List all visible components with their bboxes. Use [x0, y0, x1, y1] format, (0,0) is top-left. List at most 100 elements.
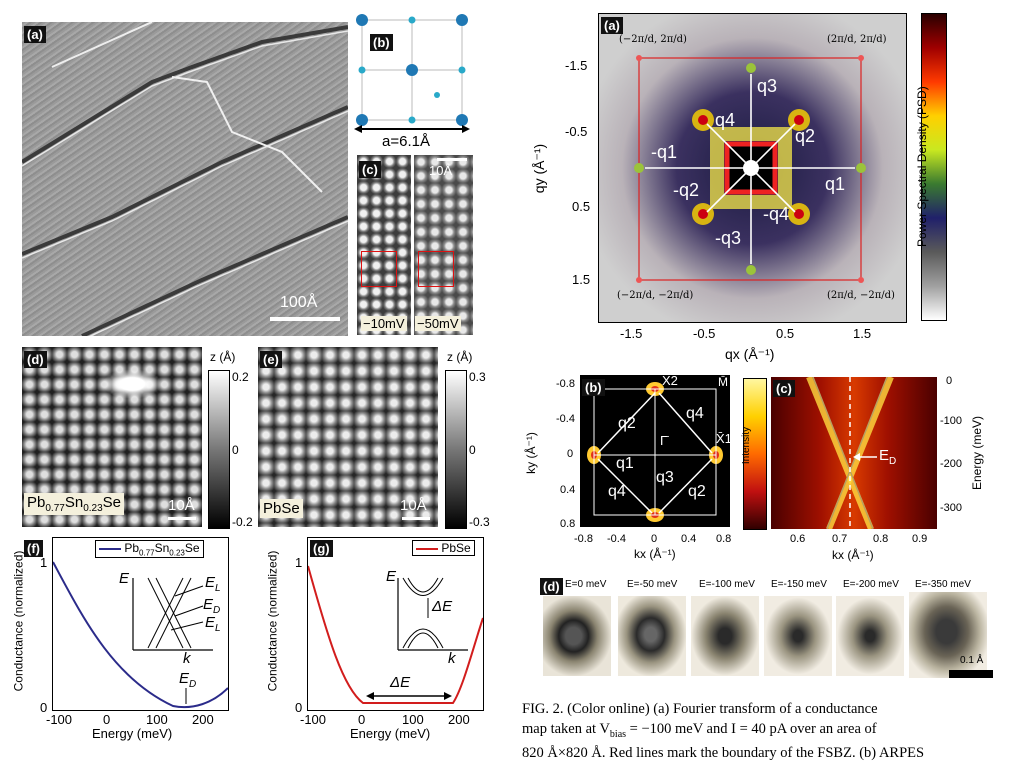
ra-xtick-2: -0.5 — [693, 326, 716, 341]
arpes-fs: (b) X̄2 M̄ Γ̄ X̄1 q2 q4 q1 q3 q4 q2 — [580, 373, 732, 527]
cb-d-mid: 0 — [232, 443, 239, 457]
psd-label: Power Spectral Density (PSD) — [915, 86, 929, 247]
g-ytick-1: 1 — [295, 555, 303, 570]
rb-ytick-5: 0.8 — [560, 518, 576, 530]
panel-g-plot: PbSe E k ΔE ΔE — [307, 537, 484, 711]
rc-xlabel: kx (Å⁻¹) — [832, 548, 874, 562]
panel-e-label: (e) — [260, 351, 282, 368]
caption-line-3: 820 Å×820 Å. Red lines mark the boundary… — [522, 744, 925, 761]
panel-a-label: (a) — [24, 26, 46, 43]
scale-label-d: 10Å — [168, 497, 195, 514]
scale-bar — [270, 317, 340, 321]
panel-f-plot: Pb0.77Sn0.23Se E k EL ED EL ED — [52, 537, 229, 711]
q2-label: q2 — [795, 126, 816, 146]
scale-bar-c — [437, 158, 467, 161]
rc-xtick-4: 0.9 — [912, 533, 928, 545]
caption-line-2: map taken at Vbias = −100 meV and I = 40… — [522, 720, 877, 740]
rc-xtick-3: 0.8 — [873, 533, 889, 545]
cb-d-title: z (Å) — [210, 350, 236, 364]
intensity-colorbar — [743, 378, 767, 530]
scale-bar-e — [402, 517, 430, 520]
slice-2 — [618, 596, 686, 676]
legend-g: PbSe — [412, 540, 475, 556]
rc-ytick-3: -200 — [940, 458, 963, 470]
ra-ytick-3: 0.5 — [572, 199, 591, 214]
f-xtick-4: 200 — [192, 712, 214, 727]
energy-label-5: E=-200 meV — [843, 579, 899, 590]
g-ytick-0: 0 — [295, 700, 303, 715]
panel-a-stm-image: (a) 100Å — [22, 22, 348, 336]
material-label-e: PbSe — [260, 499, 303, 518]
b-q4-bot: q4 — [608, 483, 626, 500]
corner-tr: (2π/d, 2π/d) — [827, 34, 887, 45]
label-X1: X̄1 — [716, 431, 732, 446]
intensity-label: Intensity — [741, 426, 753, 465]
red-box-2 — [418, 251, 454, 287]
q3-label: q3 — [757, 76, 778, 96]
cb-d-top: 0.2 — [232, 370, 249, 384]
corner-bl: (−2π/d, −2π/d) — [617, 290, 694, 301]
ra-xlabel: qx (Å⁻¹) — [725, 346, 775, 362]
rb-xlabel: kx (Å⁻¹) — [634, 547, 676, 561]
cb-e-top: 0.3 — [469, 370, 486, 384]
inset-axis-E: E — [119, 570, 130, 587]
panel-b-label: (b) — [370, 34, 393, 51]
neg-q3-label: -q3 — [715, 228, 742, 248]
panel-right-d-label: (d) — [540, 578, 563, 595]
cb-e-mid: 0 — [469, 443, 476, 457]
corner-tl: (−2π/d, 2π/d) — [619, 34, 687, 45]
scale-label-e: 10Å — [400, 497, 427, 514]
lattice-constant: a=6.1Å — [382, 133, 430, 150]
g-xlabel: Energy (meV) — [350, 726, 431, 741]
step-edges — [22, 22, 348, 336]
rb-xtick-5: 0.8 — [716, 533, 732, 545]
panel-f-label: (f) — [24, 540, 43, 557]
red-box-1 — [361, 251, 397, 287]
label-X2: X̄2 — [662, 373, 678, 388]
gap-label: ΔE — [390, 674, 411, 691]
rc-ytick-4: -300 — [940, 502, 963, 514]
slice-3 — [691, 596, 759, 676]
label-ED: ED — [203, 596, 221, 616]
scale-label-c: 10Å — [429, 163, 453, 178]
rb-xtick-2: -0.4 — [607, 533, 626, 545]
panel-e-image: (e) PbSe 10Å — [258, 347, 438, 527]
rc-xtick-1: 0.6 — [790, 533, 806, 545]
q4-label: q4 — [715, 110, 736, 130]
slice-6 — [909, 592, 987, 678]
rc-ytick-1: 0 — [946, 375, 953, 387]
panel-c-label: (c) — [359, 161, 381, 178]
label-ED-arrow: ED — [179, 670, 197, 690]
image-10mV — [357, 155, 411, 335]
lattice-diagram — [354, 14, 470, 133]
rc-ylabel: Energy (meV) — [970, 415, 985, 491]
neg-q1-label: -q1 — [651, 142, 678, 162]
panel-right-a-label: (a) — [601, 17, 623, 34]
legend-f: Pb0.77Sn0.23Se — [95, 540, 204, 559]
scale-bar-slices — [949, 670, 993, 678]
cb-e-bot: -0.3 — [469, 515, 490, 529]
fft-map: (a) q3 q4 q2 -q1 q1 -q2 -q4 -q3 (−2π/d, … — [598, 13, 907, 323]
g-xtick-1: -100 — [300, 712, 327, 727]
fs-diagram — [587, 382, 723, 522]
figure-caption: FIG. 2. (Color online) (a) Fourier trans… — [522, 700, 1002, 763]
b-q2-bot: q2 — [688, 483, 706, 500]
ra-xtick-3: 0.5 — [776, 326, 795, 341]
ra-xtick-1: -1.5 — [620, 326, 643, 341]
cb-e-title: z (Å) — [447, 350, 473, 364]
panel-d-label: (d) — [24, 351, 47, 368]
dirac-cone — [806, 377, 894, 529]
energy-label-2: E=-50 meV — [627, 579, 678, 590]
f-ylabel: Conductance (normalized) — [11, 550, 26, 692]
rb-xtick-1: -0.8 — [574, 533, 593, 545]
scale-label-slices: 0.1 Å — [960, 655, 984, 666]
panel-g-label: (g) — [310, 540, 333, 557]
g-xtick-3: 100 — [402, 712, 424, 727]
colorbar-e — [445, 370, 467, 529]
rb-ytick-4: 0.4 — [560, 484, 576, 496]
conductance-curve-g — [308, 565, 483, 704]
slice-5 — [836, 596, 904, 676]
f-ytick-1: 1 — [40, 555, 48, 570]
rb-ytick-3: 0 — [567, 448, 574, 460]
f-xtick-3: 100 — [146, 712, 168, 727]
